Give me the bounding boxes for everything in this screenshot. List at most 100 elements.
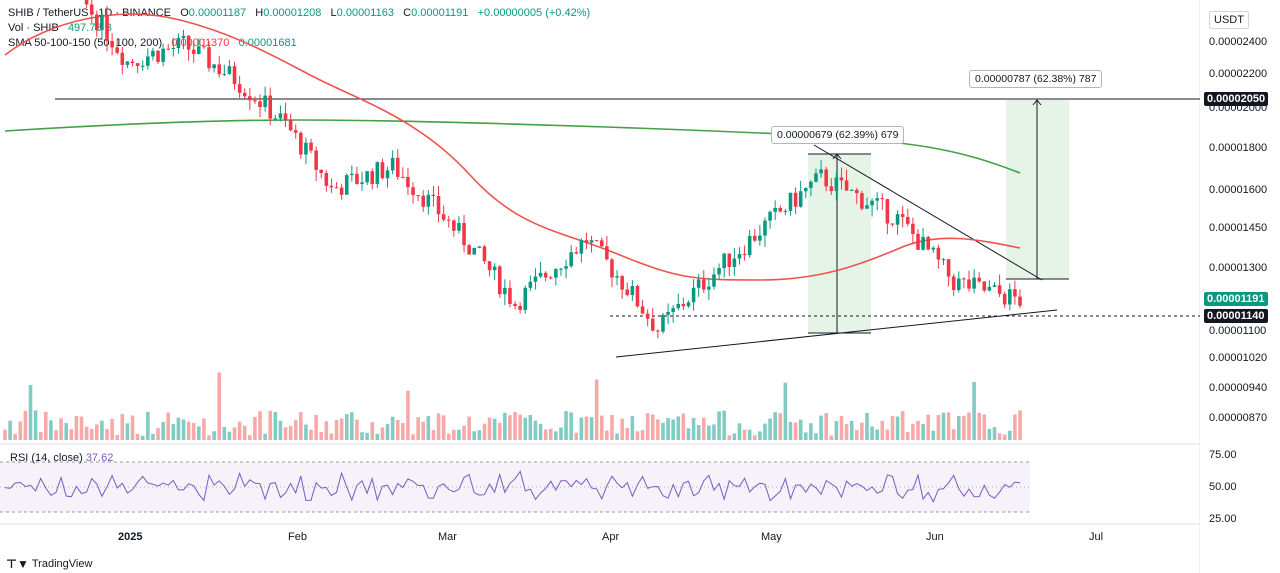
volume-bar bbox=[146, 411, 150, 440]
measure-box-1[interactable] bbox=[808, 154, 871, 333]
volume-bar bbox=[528, 414, 533, 440]
volume-bar bbox=[941, 412, 946, 440]
sma-200-line[interactable] bbox=[4, 119, 1021, 174]
candle-body bbox=[686, 302, 691, 307]
symbol-title[interactable]: SHIB / TetherUS · 1D · BINANCE bbox=[8, 7, 172, 19]
volume-bar bbox=[768, 418, 772, 440]
volume-bar bbox=[140, 435, 145, 440]
price-axis-label: 0.00002200 bbox=[1209, 68, 1268, 80]
candle-body bbox=[329, 185, 334, 188]
price-axis-label: 0.00001100 bbox=[1209, 325, 1267, 337]
ascending-trendline[interactable] bbox=[615, 309, 1058, 358]
currency-selector[interactable]: USDT bbox=[1209, 11, 1249, 29]
volume-bar bbox=[773, 412, 777, 440]
volume-bar bbox=[543, 429, 548, 440]
candle-body bbox=[962, 278, 966, 280]
ohlc-row: SHIB / TetherUS · 1D · BINANCE O0.000011… bbox=[8, 7, 591, 19]
sma-50-line[interactable] bbox=[4, 13, 1021, 281]
volume-bar bbox=[666, 417, 670, 440]
volume-bar bbox=[33, 410, 38, 440]
volume-bar bbox=[457, 429, 461, 440]
candle-body bbox=[293, 130, 298, 133]
candle-body bbox=[457, 223, 461, 231]
candle-body bbox=[115, 47, 119, 53]
volume-bar bbox=[380, 427, 385, 440]
candle-body bbox=[987, 286, 992, 291]
volume-bar bbox=[421, 421, 426, 440]
volume-bar bbox=[401, 423, 405, 440]
candle-body bbox=[253, 100, 257, 102]
volume-bar bbox=[931, 430, 936, 440]
volume-bar bbox=[304, 424, 308, 440]
volume-bar bbox=[508, 415, 512, 440]
candle-body bbox=[1013, 289, 1017, 297]
volume-bar bbox=[972, 382, 976, 440]
candle-body bbox=[288, 120, 293, 131]
candle-body bbox=[370, 171, 375, 185]
volume-bar bbox=[23, 410, 28, 440]
candle-body bbox=[227, 66, 232, 74]
volume-bar bbox=[105, 429, 109, 440]
volume-bar bbox=[615, 433, 619, 440]
change-value: +0.00000005 (+0.42%) bbox=[477, 7, 591, 19]
candle-body bbox=[436, 196, 441, 215]
volume-bar bbox=[411, 434, 415, 440]
volume-bar bbox=[319, 431, 324, 440]
candle-body bbox=[156, 50, 160, 62]
volume-bar bbox=[977, 412, 981, 440]
volume-bar bbox=[900, 411, 905, 440]
candle-body bbox=[222, 73, 227, 75]
rsi-band bbox=[0, 462, 1030, 512]
candle-body bbox=[982, 281, 987, 291]
candle-body bbox=[880, 198, 885, 200]
price-axis-label: 0.00002400 bbox=[1209, 36, 1268, 48]
volume-bar bbox=[197, 426, 201, 440]
price-chart[interactable] bbox=[0, 0, 1200, 573]
descending-trendline[interactable] bbox=[813, 144, 1043, 281]
candle-body bbox=[671, 308, 675, 313]
candle-body bbox=[146, 56, 150, 66]
support-price-tag: 0.00001140 bbox=[1204, 309, 1268, 323]
volume-bar bbox=[38, 432, 43, 440]
volume-bar bbox=[819, 415, 823, 440]
candle-body bbox=[579, 240, 584, 254]
candle-body bbox=[426, 194, 431, 207]
candle-body bbox=[931, 247, 936, 250]
candle-body bbox=[237, 84, 242, 93]
candle-body bbox=[936, 247, 941, 260]
volume-bar bbox=[885, 429, 890, 440]
volume-bar bbox=[69, 429, 74, 440]
volume-bar bbox=[752, 435, 757, 440]
candle-body bbox=[809, 181, 813, 188]
volume-bar bbox=[355, 419, 359, 440]
volume-bar bbox=[263, 433, 267, 440]
volume-bar bbox=[778, 413, 783, 440]
candle-body bbox=[263, 95, 267, 108]
volume-bar bbox=[339, 418, 344, 440]
volume-bar bbox=[166, 412, 171, 440]
volume-bar bbox=[452, 429, 456, 440]
tradingview-logo[interactable]: ⊤▼ TradingView bbox=[6, 557, 93, 571]
candle-body bbox=[691, 287, 696, 303]
rsi-legend[interactable]: RSI (14, close) 37.62 bbox=[10, 452, 114, 464]
candle-body bbox=[916, 233, 920, 250]
volume-bar bbox=[477, 430, 482, 440]
candle-body bbox=[533, 276, 538, 282]
candle-body bbox=[977, 277, 981, 282]
candle-body bbox=[803, 187, 808, 192]
candle-body bbox=[951, 276, 956, 290]
candle-body bbox=[248, 96, 252, 101]
volume-bar bbox=[329, 433, 334, 440]
volume-bar bbox=[212, 431, 216, 440]
volume-bar bbox=[803, 432, 808, 440]
rsi-axis-label: 25.00 bbox=[1209, 513, 1237, 525]
volume-bar bbox=[334, 419, 339, 440]
volume-bar bbox=[497, 422, 502, 440]
time-axis-label: 2025 bbox=[118, 531, 143, 543]
volume-bar bbox=[95, 424, 99, 440]
candle-body bbox=[783, 210, 788, 212]
volume-bar bbox=[895, 416, 900, 440]
volume-bar bbox=[441, 415, 446, 440]
volume-bar bbox=[875, 429, 879, 440]
sma-label[interactable]: SMA 50-100-150 (50, 100, 200) bbox=[8, 37, 163, 49]
